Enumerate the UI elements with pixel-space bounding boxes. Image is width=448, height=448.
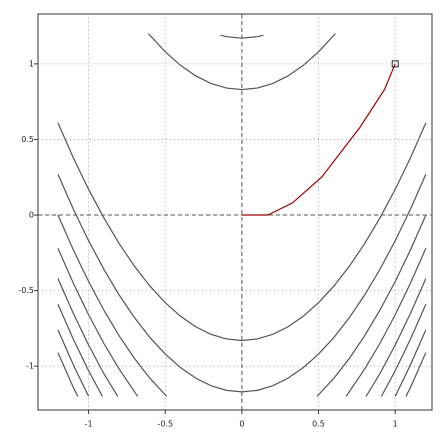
y-tick-label: 0	[29, 211, 34, 220]
x-tick-label: -1	[85, 420, 93, 429]
y-tick-label: -0.5	[18, 286, 34, 295]
line	[241, 63, 396, 216]
line	[147, 33, 336, 91]
y-tick-label: 1	[29, 59, 34, 68]
x-tick-label: 0	[239, 420, 244, 429]
line	[57, 329, 427, 397]
x-tick-label: -0.5	[157, 420, 173, 429]
y-tick-label: 0.5	[21, 135, 34, 144]
plot-frame	[37, 13, 433, 411]
line	[57, 122, 427, 342]
x-tick-label: 1	[393, 420, 398, 429]
line	[57, 248, 427, 397]
end-marker	[391, 60, 399, 68]
x-tick-label: 0.5	[312, 420, 325, 429]
line	[57, 303, 427, 397]
y-tick-label: -1	[26, 362, 34, 371]
line	[220, 34, 264, 39]
line	[57, 173, 427, 393]
line	[57, 278, 427, 397]
line	[57, 214, 427, 397]
line	[57, 352, 427, 397]
